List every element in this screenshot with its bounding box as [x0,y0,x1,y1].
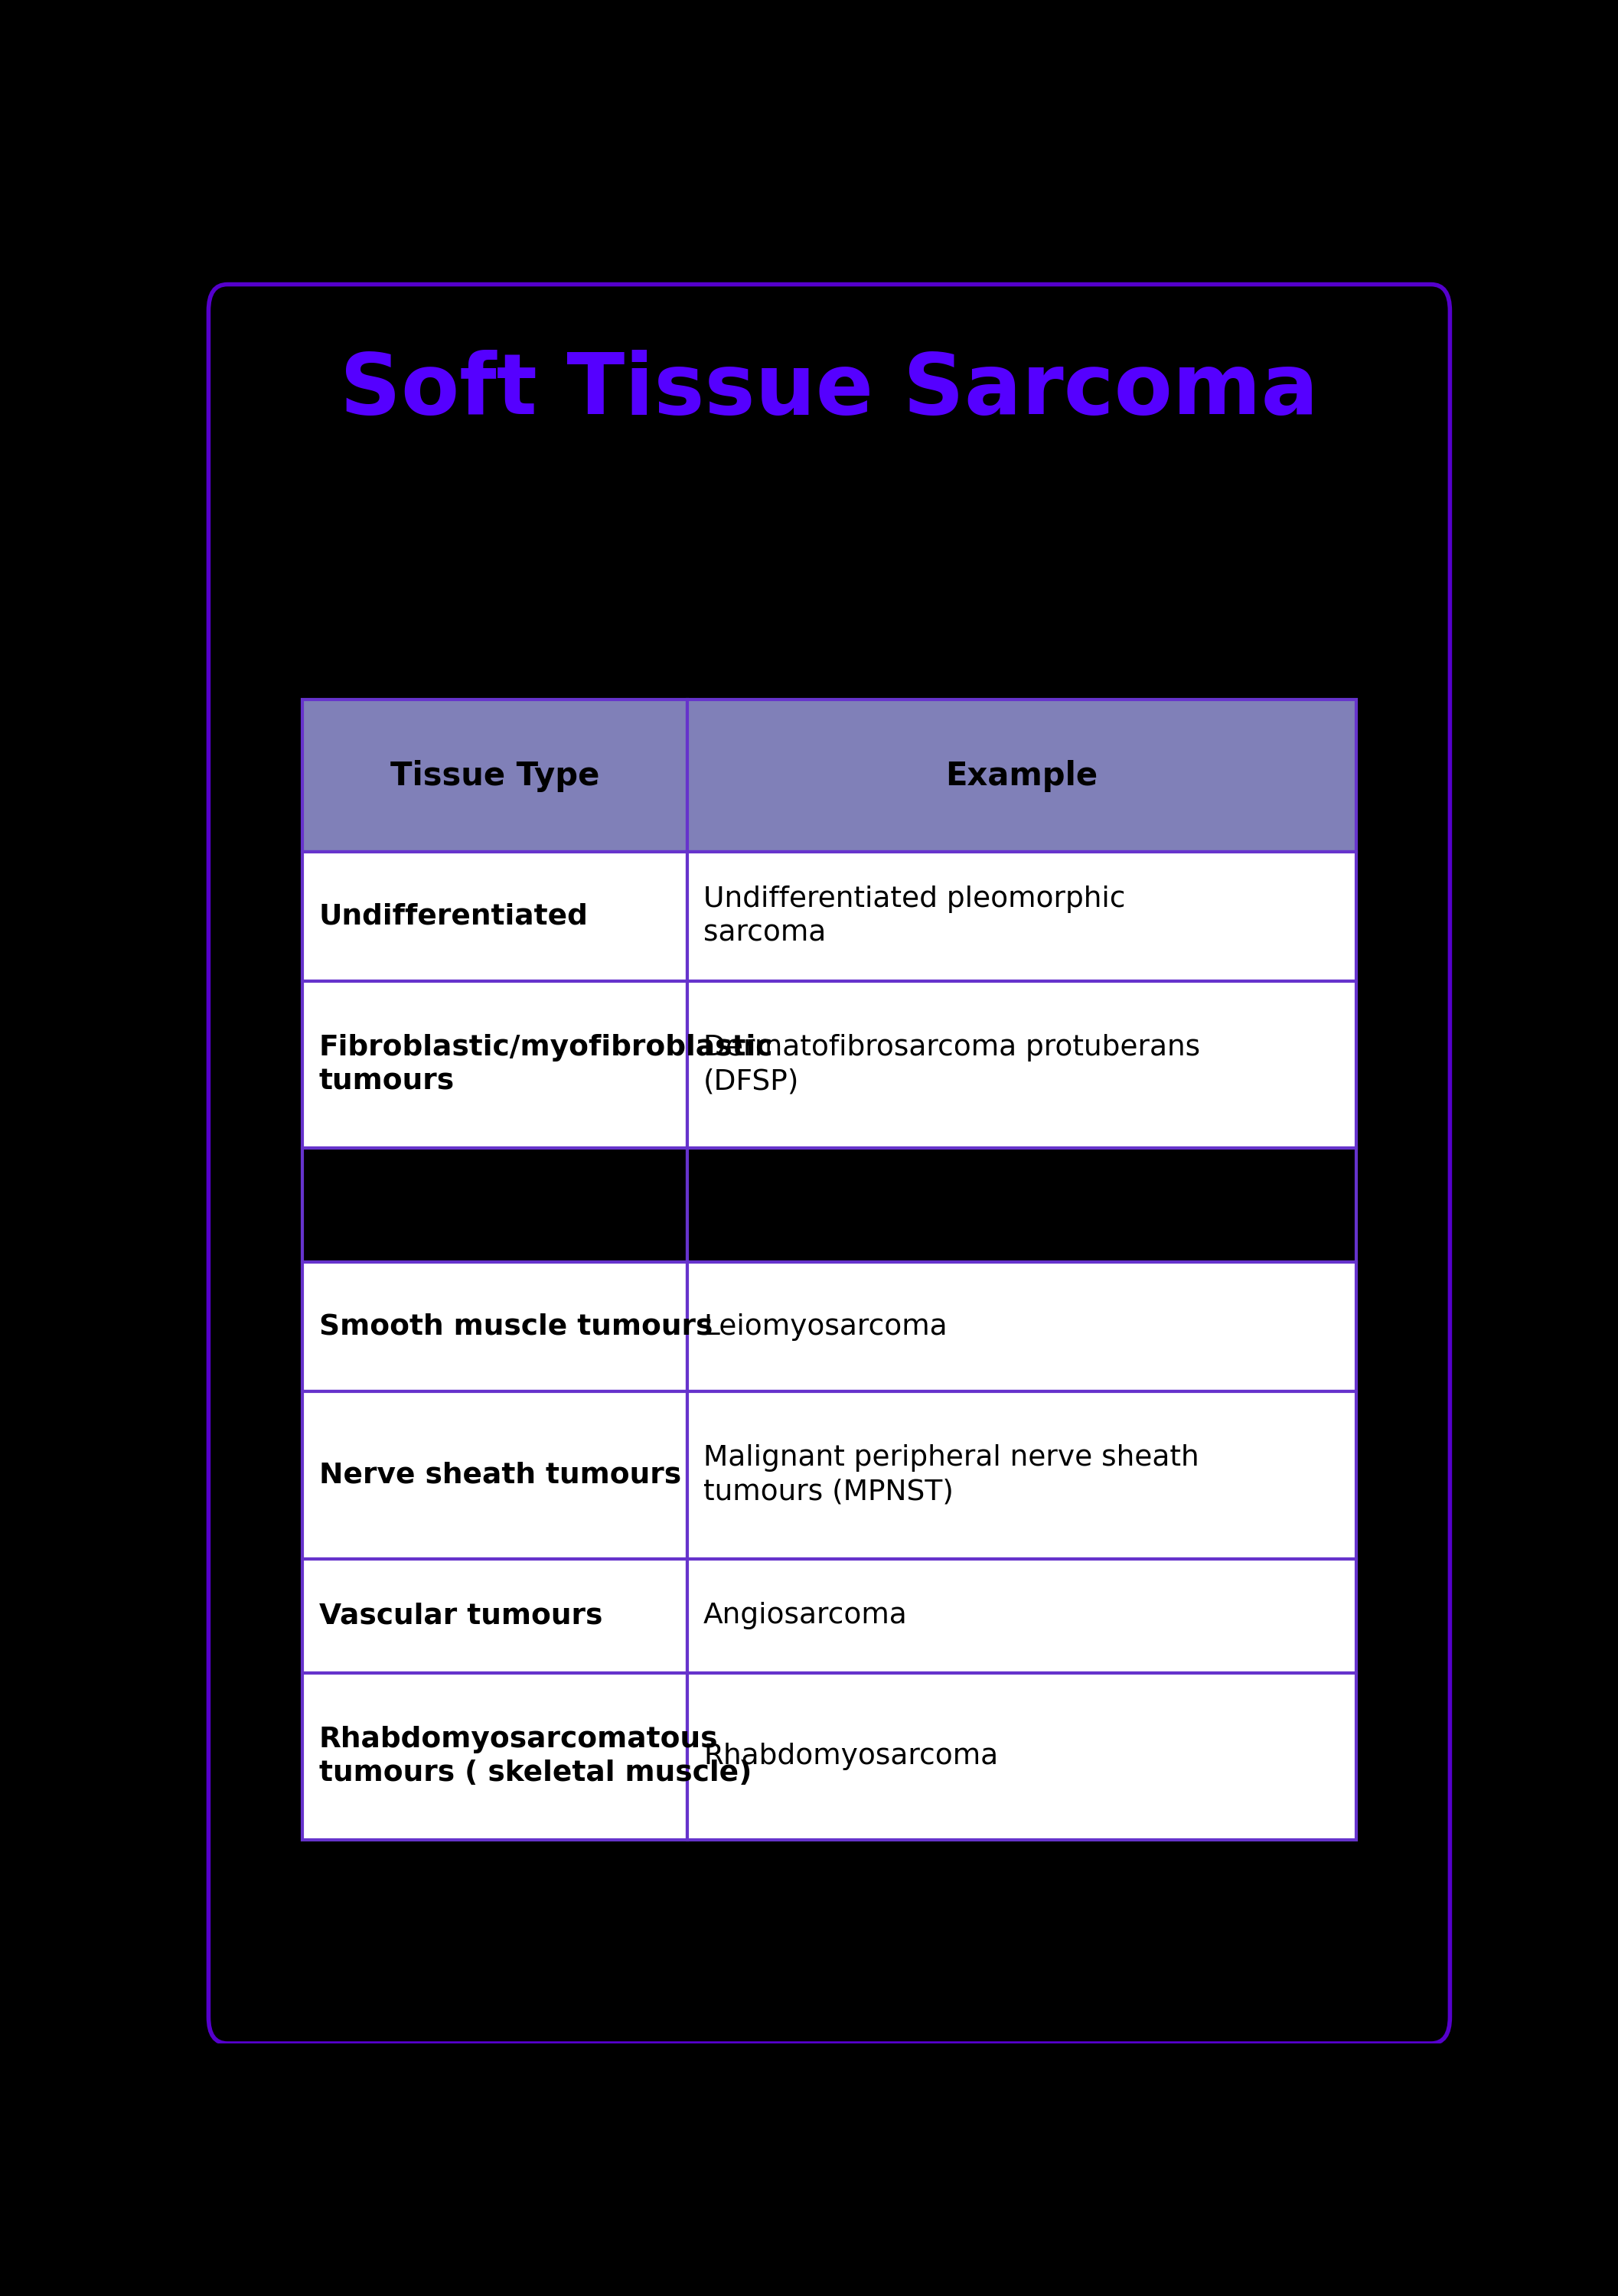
Text: Malignant peripheral nerve sheath
tumours (MPNST): Malignant peripheral nerve sheath tumour… [704,1444,1199,1506]
Text: Angiosarcoma: Angiosarcoma [704,1603,908,1630]
Text: Undifferentiated: Undifferentiated [319,902,589,930]
FancyBboxPatch shape [209,285,1450,2043]
Bar [303,980,688,1148]
Text: Dermatofibrosarcoma protuberans
(DFSP): Dermatofibrosarcoma protuberans (DFSP) [704,1033,1201,1095]
Bar [303,1559,688,1674]
Text: Nerve sheath tumours: Nerve sheath tumours [319,1463,681,1490]
Bar [303,852,688,980]
Text: 🧑‍⚕️: 🧑‍⚕️ [539,521,605,579]
Text: Rhabdomyosarcoma: Rhabdomyosarcoma [704,1743,998,1770]
Bar [303,700,688,852]
Text: Rhabdomyosarcomatous
tumours ( skeletal muscle): Rhabdomyosarcomatous tumours ( skeletal … [319,1727,752,1786]
Bar [688,1148,1356,1263]
Bar [303,1263,688,1391]
Text: Tissue Type: Tissue Type [390,760,599,792]
Text: Example: Example [945,760,1097,792]
Text: Vascular tumours: Vascular tumours [319,1603,602,1630]
Bar [303,1674,688,1839]
Bar [688,1674,1356,1839]
Text: Fibroblastic/myofibroblastic
tumours: Fibroblastic/myofibroblastic tumours [319,1033,773,1095]
Bar [303,1391,688,1559]
Bar [303,1148,688,1263]
Bar [688,852,1356,980]
Text: Leiomyosarcoma: Leiomyosarcoma [704,1313,947,1341]
Bar [688,700,1356,852]
Bar [688,1263,1356,1391]
Text: Smooth muscle tumours: Smooth muscle tumours [319,1313,712,1341]
Bar [688,980,1356,1148]
Text: Undifferentiated pleomorphic
sarcoma: Undifferentiated pleomorphic sarcoma [704,886,1126,948]
Bar [688,1391,1356,1559]
Bar [688,1559,1356,1674]
Text: Soft Tissue Sarcoma: Soft Tissue Sarcoma [340,349,1319,432]
